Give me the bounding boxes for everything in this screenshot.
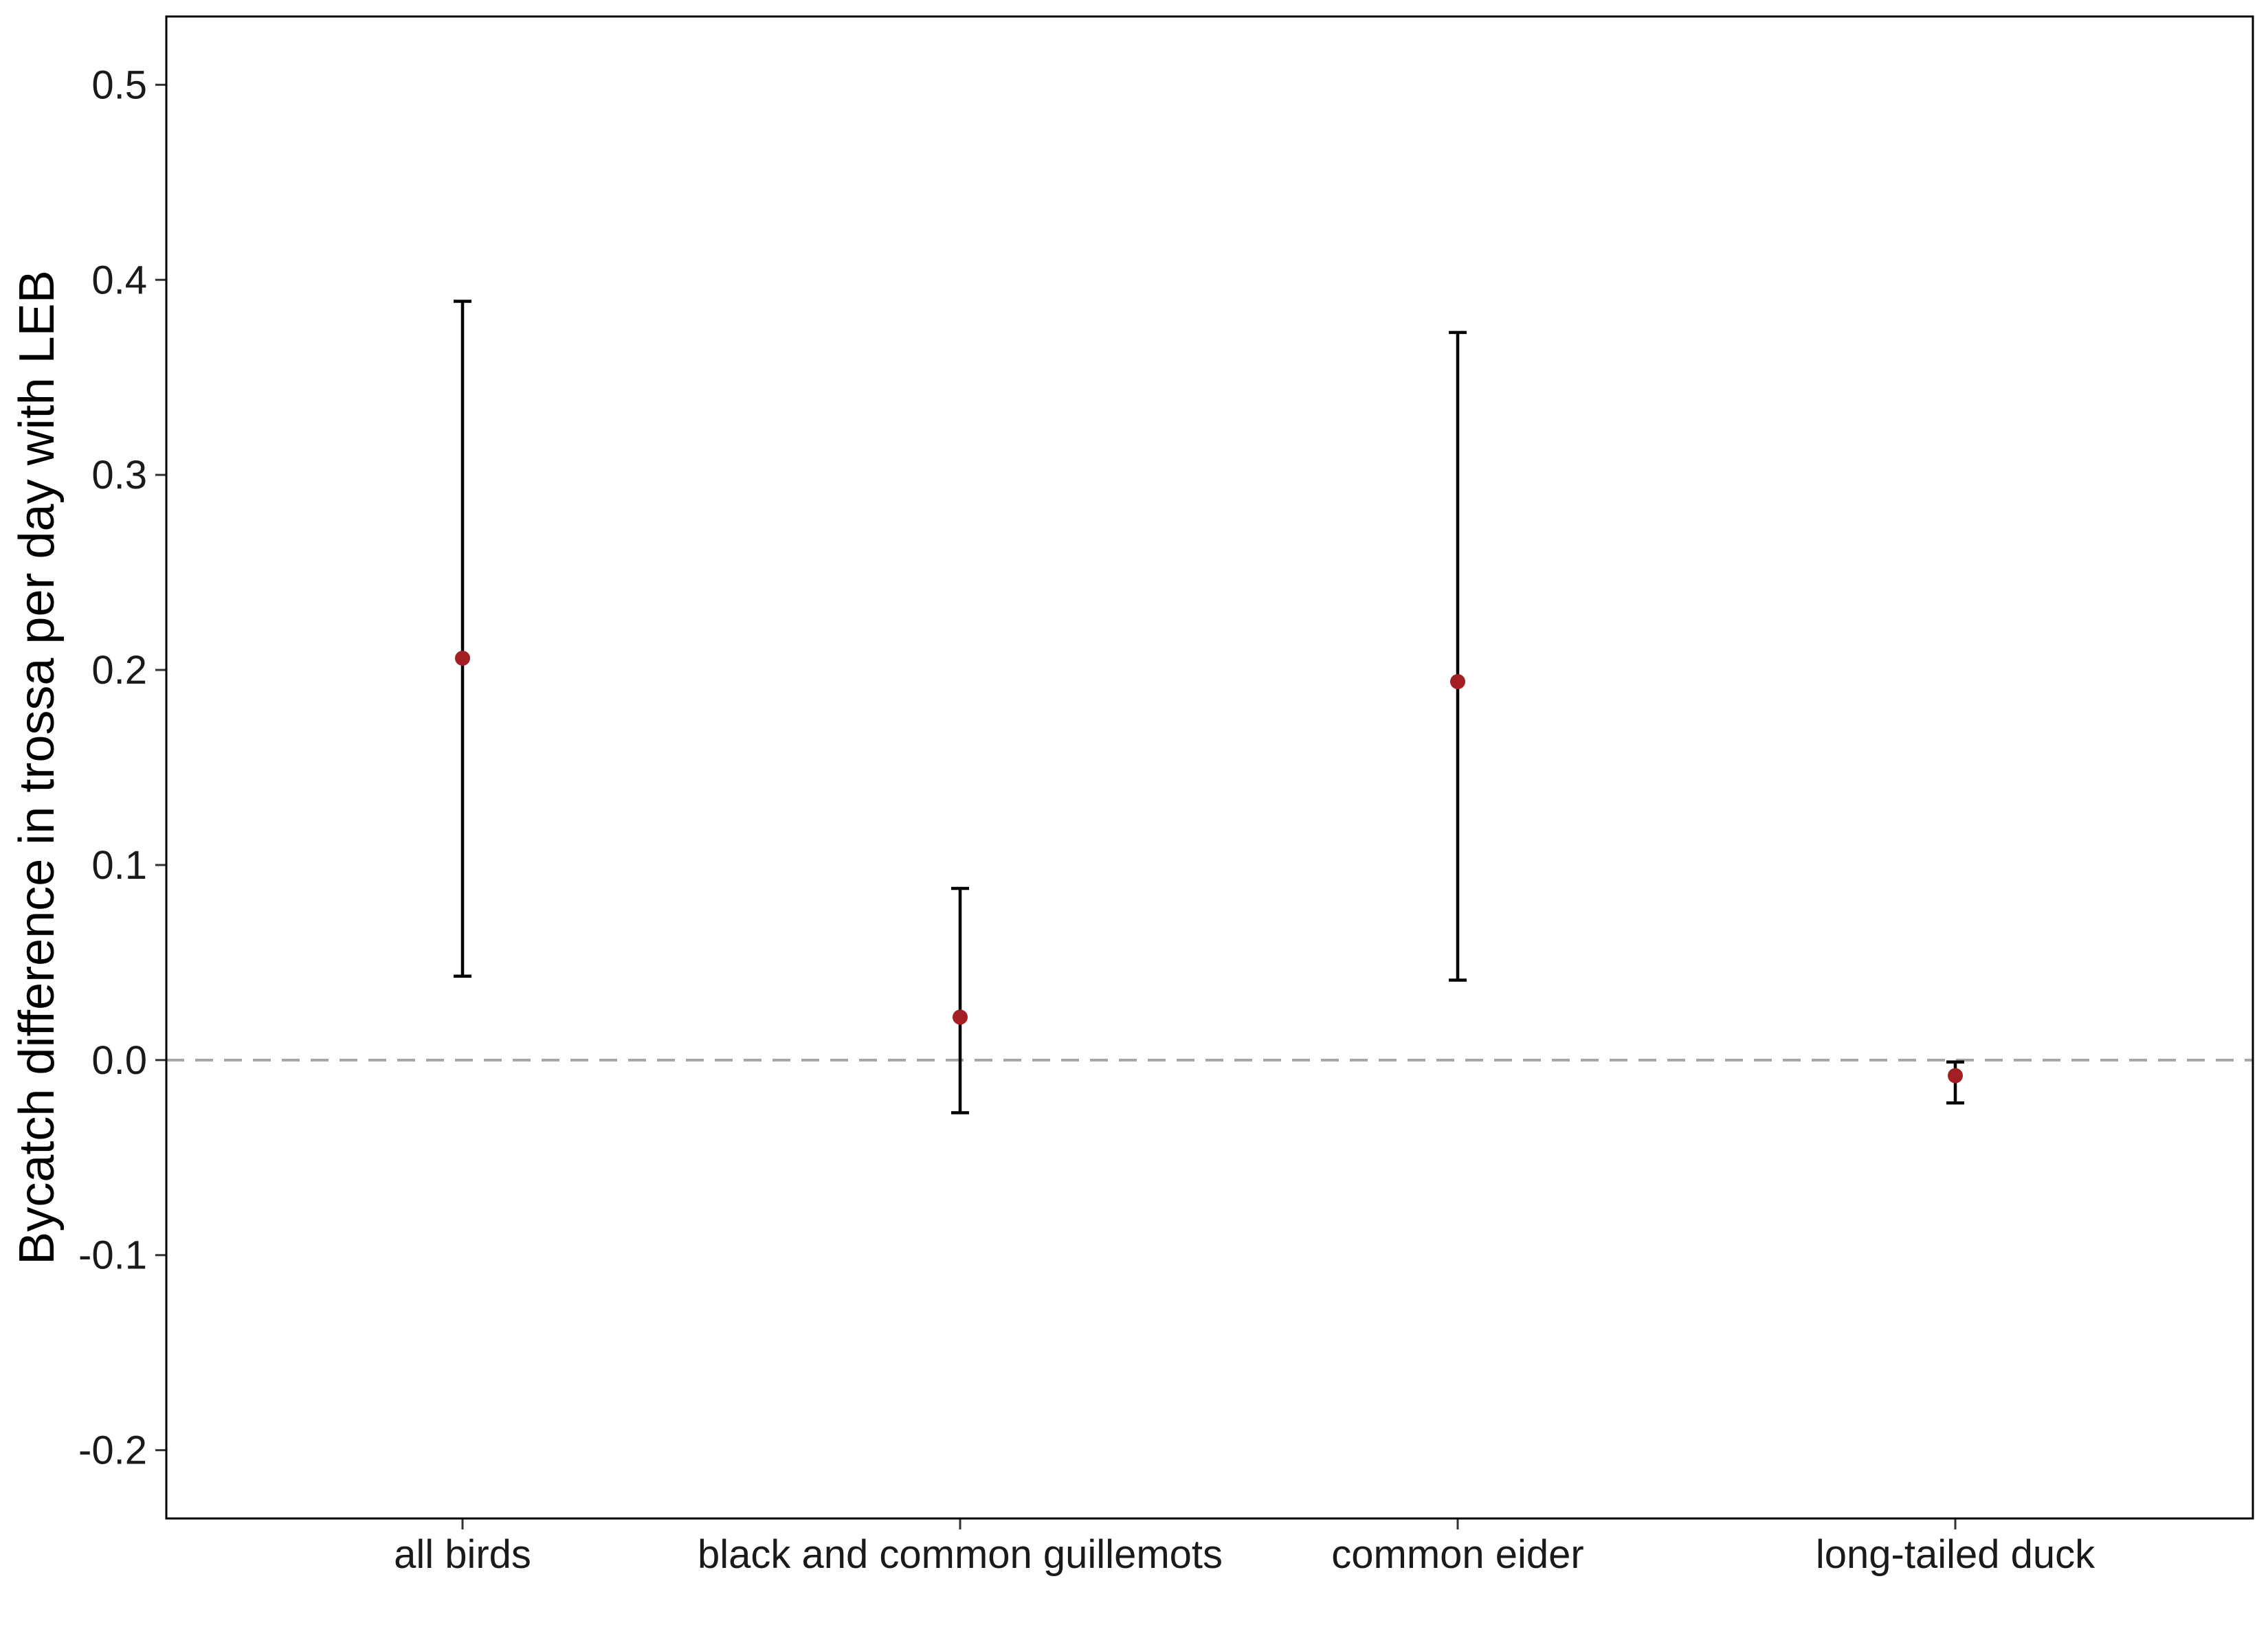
y-axis: -0.2 -0.1 0.0 0.1 0.2 0.3 0.4 0.5 (78, 63, 166, 1473)
y-tick-label: 0.3 (91, 453, 147, 497)
y-tick-label: -0.1 (78, 1233, 147, 1278)
y-tick-label: 0.5 (91, 63, 147, 107)
y-tick-label: 0.1 (91, 843, 147, 888)
y-tick-label: 0.4 (91, 258, 147, 302)
x-axis: all birds black and common guillemots comm… (394, 1518, 2095, 1577)
data-point (455, 651, 470, 666)
y-tick-label: 0.0 (91, 1038, 147, 1083)
data-point (1450, 674, 1465, 690)
data-series (454, 300, 1964, 1114)
y-axis-title: Bycatch difference in trossa per day wit… (10, 270, 65, 1264)
data-point (1948, 1068, 1963, 1084)
y-tick-label: 0.2 (91, 648, 147, 693)
x-tick-label: all birds (394, 1532, 531, 1577)
x-tick-label: long-tailed duck (1816, 1532, 2095, 1577)
data-point (953, 1009, 968, 1025)
plot-panel-border (165, 15, 2254, 1520)
x-tick-label: black and common guillemots (698, 1532, 1223, 1577)
x-tick-label: common eider (1331, 1532, 1583, 1577)
y-tick-label: -0.2 (78, 1428, 147, 1473)
